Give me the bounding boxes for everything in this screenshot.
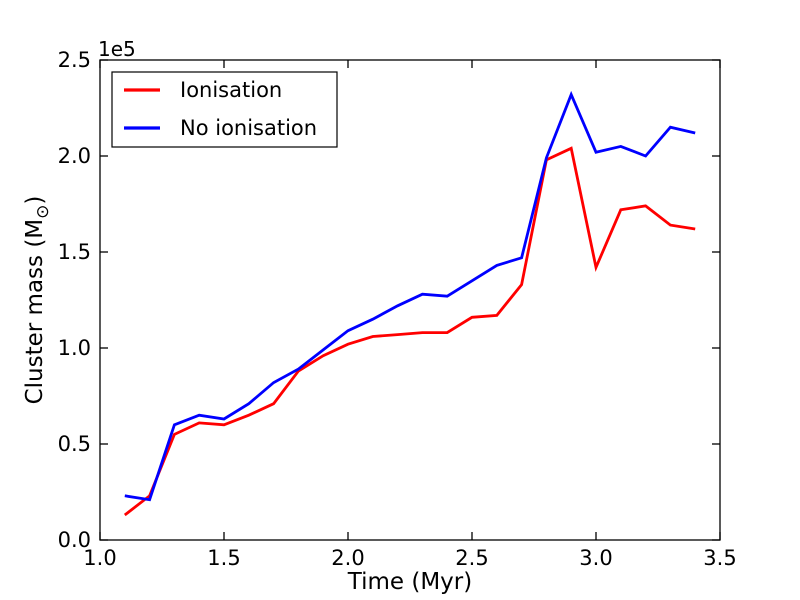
ticks: [99, 59, 721, 541]
series-line-no-ionisation: [124, 90, 696, 502]
legend: Ionisation No ionisation: [111, 71, 338, 148]
y-tick-label: 0.5: [58, 432, 91, 456]
x-tick-label: 3.5: [703, 546, 736, 570]
x-axis-label: Time (Myr): [347, 569, 472, 595]
axes-spines: [99, 59, 721, 541]
x-tick-label: 1.0: [83, 546, 116, 570]
y-axis-label: Cluster mass (M⊙): [22, 196, 53, 405]
y-axis-label-close: ): [22, 196, 48, 205]
x-tick-label: 3.0: [579, 546, 612, 570]
x-tick-label: 2.5: [455, 546, 488, 570]
solar-mass-subscript: ⊙: [33, 205, 53, 219]
legend-label-ionisation: Ionisation: [180, 78, 282, 102]
y-tick-label: 1.5: [58, 240, 91, 264]
legend-box: [111, 71, 338, 148]
y-tick-label: 0.0: [58, 528, 91, 552]
y-tick-label: 2.5: [58, 48, 91, 72]
y-axis-offset-text: 1e5: [98, 37, 136, 61]
y-tick-label: 1.0: [58, 336, 91, 360]
series-line-ionisation: [123, 146, 696, 517]
y-tick-label: 2.0: [58, 144, 91, 168]
x-tick-label: 2.0: [331, 546, 364, 570]
y-axis-label-main: Cluster mass (M: [22, 219, 48, 405]
legend-label-no-ionisation: No ionisation: [180, 116, 317, 140]
x-tick-label: 1.5: [207, 546, 240, 570]
x-tick-labels: 1.0 1.5 2.0 2.5 3.0 3.5: [83, 546, 736, 570]
data-series: [123, 90, 696, 517]
y-tick-labels: 0.0 0.5 1.0 1.5 2.0 2.5: [58, 48, 91, 552]
